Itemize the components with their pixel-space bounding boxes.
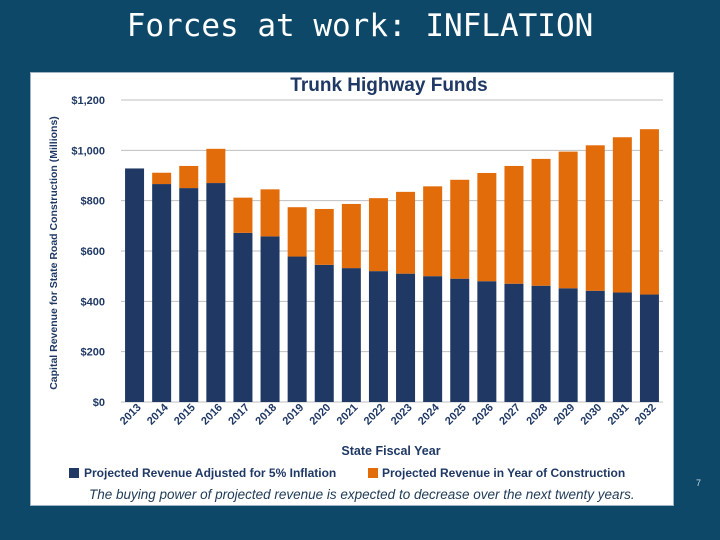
- legend-swatch-year-of-construction: [368, 468, 378, 478]
- y-tick-label: $1,200: [71, 95, 105, 107]
- bar-year-of-construction-2030: [585, 145, 605, 291]
- bar-year-of-construction-2032: [639, 129, 659, 295]
- bar-year-of-construction-2022: [368, 198, 388, 272]
- x-tick-label: 2032: [633, 402, 659, 428]
- grid-lines: [121, 99, 663, 403]
- bar-year-of-construction-2018: [260, 189, 280, 237]
- x-tick-label: 2028: [524, 402, 550, 428]
- bar-adjusted-2021: [341, 268, 361, 402]
- chart-title: Trunk Highway Funds: [290, 75, 487, 96]
- bar-adjusted-2025: [450, 278, 470, 402]
- bar-year-of-construction-2024: [423, 186, 443, 277]
- y-tick-label: $400: [81, 296, 105, 308]
- y-axis-label: Capital Revenue for State Road Construct…: [48, 116, 60, 390]
- x-tick-label: 2020: [308, 402, 334, 428]
- bar-adjusted-2015: [179, 188, 199, 402]
- x-tick-label: 2021: [335, 402, 361, 428]
- x-tick-label: 2013: [118, 402, 144, 428]
- bar-year-of-construction-2016: [206, 148, 226, 184]
- legend-label-year-of-construction: Projected Revenue in Year of Constructio…: [382, 466, 625, 480]
- y-tick-label: $0: [93, 397, 105, 409]
- chart-caption: The buying power of projected revenue is…: [89, 487, 635, 502]
- bar-year-of-construction-2020: [314, 208, 334, 265]
- x-tick-label: 2018: [253, 402, 279, 428]
- bar-year-of-construction-2031: [612, 137, 632, 293]
- bar-adjusted-2016: [206, 183, 226, 402]
- bar-year-of-construction-2014: [152, 172, 172, 185]
- bar-year-of-construction-2028: [531, 158, 551, 286]
- y-tick-label: $1,000: [71, 145, 105, 157]
- x-tick-label: 2014: [145, 401, 171, 427]
- x-tick-label: 2015: [172, 402, 198, 428]
- bar-adjusted-2024: [423, 276, 443, 402]
- bar-adjusted-2027: [504, 283, 524, 402]
- bar-adjusted-2018: [260, 236, 280, 402]
- x-tick-label: 2024: [416, 401, 442, 427]
- bar-year-of-construction-2029: [558, 151, 578, 289]
- bar-year-of-construction-2023: [396, 191, 416, 274]
- bar-adjusted-2032: [639, 294, 659, 402]
- x-tick-label: 2023: [389, 402, 415, 428]
- x-tick-label: 2027: [497, 402, 523, 428]
- legend-label-adjusted: Projected Revenue Adjusted for 5% Inflat…: [84, 466, 336, 480]
- x-axis-label: State Fiscal Year: [341, 444, 440, 458]
- y-tick-label: $200: [81, 347, 105, 359]
- x-tick-label: 2016: [199, 402, 225, 428]
- bar-year-of-construction-2017: [233, 197, 253, 233]
- bar-adjusted-2023: [396, 273, 416, 402]
- x-tick-label: 2017: [226, 402, 252, 428]
- y-tick-label: $600: [81, 246, 105, 258]
- bar-adjusted-2013: [125, 168, 145, 402]
- bar-adjusted-2031: [612, 292, 632, 402]
- bar-year-of-construction-2025: [450, 179, 470, 279]
- x-tick-labels: 2013 2014 2015 2016 2017 2018 2019 2020 2021 2022…: [118, 401, 659, 427]
- trunk-highway-funds-chart: Trunk Highway Funds $0 $200 $400 $600 $800 $1…: [48, 75, 663, 480]
- bar-year-of-construction-2026: [477, 172, 497, 282]
- bar-adjusted-2029: [558, 288, 578, 402]
- x-tick-label: 2026: [470, 402, 496, 428]
- x-tick-label: 2031: [606, 402, 632, 428]
- x-tick-label: 2022: [362, 402, 388, 428]
- bar-year-of-construction-2019: [287, 207, 307, 257]
- y-tick-labels: $0 $200 $400 $600 $800 $1,000 $1,200: [71, 95, 105, 409]
- legend-swatch-adjusted: [69, 468, 79, 478]
- y-tick-label: $800: [81, 196, 105, 208]
- slide-title: Forces at work: INFLATION: [126, 8, 594, 44]
- bar-year-of-construction-2027: [504, 165, 524, 284]
- bar-adjusted-2019: [287, 256, 307, 402]
- bar-adjusted-2026: [477, 281, 497, 402]
- bars: [125, 129, 659, 402]
- bar-adjusted-2030: [585, 290, 605, 402]
- bar-adjusted-2014: [152, 184, 172, 402]
- bar-year-of-construction-2015: [179, 165, 199, 189]
- x-tick-label: 2029: [551, 402, 577, 428]
- legend: Projected Revenue Adjusted for 5% Inflat…: [69, 466, 625, 480]
- x-tick-label: 2019: [280, 402, 306, 428]
- x-tick-label: 2030: [579, 402, 605, 428]
- slide-number: 7: [696, 478, 702, 488]
- chart-panel: Trunk Highway Funds $0 $200 $400 $600 $800 $1…: [30, 72, 674, 506]
- bar-adjusted-2020: [314, 264, 334, 402]
- bar-adjusted-2017: [233, 232, 253, 402]
- x-tick-label: 2025: [443, 402, 469, 428]
- bar-adjusted-2022: [368, 271, 388, 402]
- bar-adjusted-2028: [531, 285, 551, 402]
- bar-year-of-construction-2021: [341, 203, 361, 269]
